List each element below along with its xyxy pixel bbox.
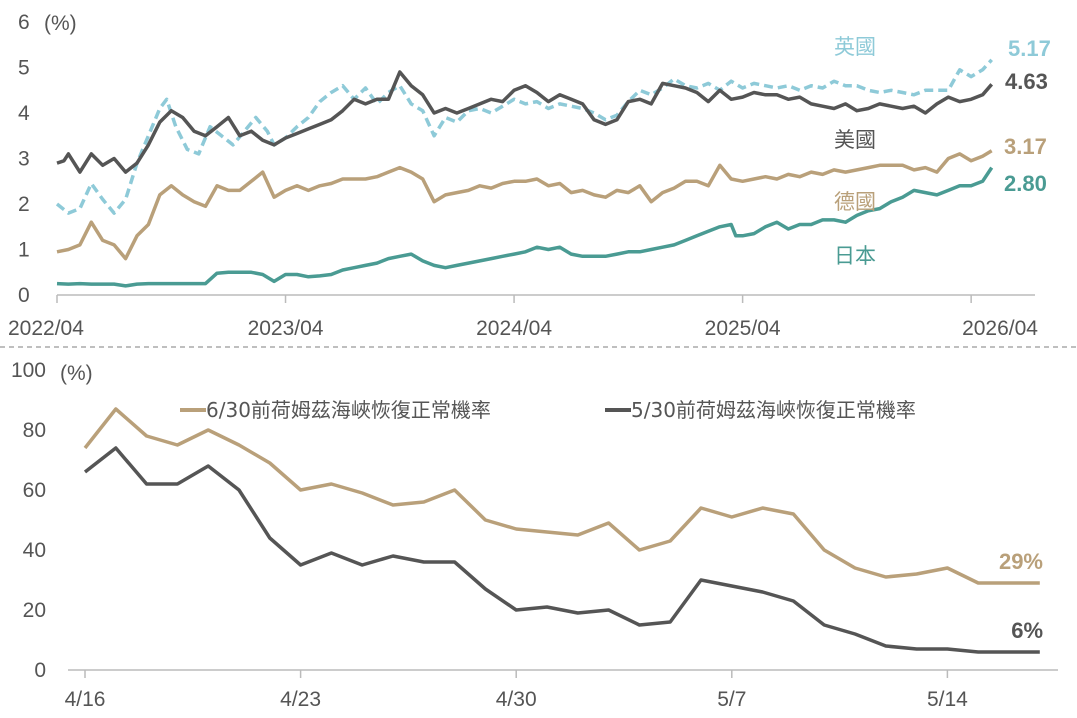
bottom-end-labels: 29% 6% <box>999 549 1043 643</box>
top-series-name-3: 日本 <box>834 244 876 268</box>
bottom-y-tick-60: 60 <box>23 479 46 502</box>
bottom-series-line-0 <box>83 407 1040 585</box>
top-y-tick-5: 5 <box>18 57 30 80</box>
top-x-tick-2024-04: 2024/04 <box>476 317 552 340</box>
top-end-label-0: 5.17 <box>1008 36 1051 61</box>
bottom-x-tick-5-7: 5/7 <box>717 688 746 711</box>
bottom-x-tick-4-30: 4/30 <box>496 688 537 711</box>
bottom-x-tick-5-14: 5/14 <box>927 688 968 711</box>
top-y-axis-ticks: 0 1 2 3 4 5 6 <box>18 11 30 307</box>
bottom-y-tick-100: 100 <box>11 359 46 382</box>
top-y-tick-4: 4 <box>18 102 30 125</box>
top-x-tick-2022-04: 2022/04 <box>8 317 84 340</box>
top-unit-label: (%) <box>44 12 77 35</box>
top-x-tick-2023-04: 2023/04 <box>248 317 324 340</box>
bottom-y-axis-ticks: 0 20 40 60 80 100 <box>11 359 46 682</box>
top-end-label-1: 4.63 <box>1005 69 1048 94</box>
probability-chart: (%) 0 20 40 60 80 100 4/16 4/23 4/30 5/7 5/14 6/3… <box>11 359 1058 711</box>
top-series-name-2: 德國 <box>834 190 876 214</box>
top-end-label-3: 2.80 <box>1004 171 1047 196</box>
bottom-x-tick-4-23: 4/23 <box>280 688 321 711</box>
top-x-tick-2025-04: 2025/04 <box>705 317 781 340</box>
top-x-tick-2026-04: 2026/04 <box>962 317 1038 340</box>
top-series-line-0 <box>55 58 993 215</box>
bottom-unit-label: (%) <box>60 362 93 385</box>
top-series-name-1: 美國 <box>834 128 876 152</box>
top-end-label-2: 3.17 <box>1004 134 1047 159</box>
bottom-series-line-1 <box>83 446 1040 654</box>
top-x-axis-ticks: 2022/04 2023/04 2024/04 2025/04 2026/04 <box>8 295 1038 340</box>
top-y-tick-6: 6 <box>18 11 30 34</box>
bottom-x-axis-ticks: 4/16 4/23 4/30 5/7 5/14 <box>65 670 968 711</box>
top-series-line-1 <box>56 70 994 174</box>
top-series-line-2 <box>56 149 993 261</box>
top-series-name-0: 英國 <box>834 35 876 59</box>
bottom-y-tick-20: 20 <box>23 599 46 622</box>
bottom-end-label-0: 29% <box>999 549 1043 574</box>
bottom-end-label-1: 6% <box>1011 618 1043 643</box>
bottom-y-tick-80: 80 <box>23 419 46 442</box>
legend-label-0: 6/30前荷姆茲海峽恢復正常機率 <box>206 398 491 422</box>
top-series-line-3 <box>56 166 994 288</box>
top-series-lines <box>55 58 994 288</box>
top-y-tick-3: 3 <box>18 148 30 171</box>
top-y-tick-0: 0 <box>18 284 30 307</box>
bottom-legend: 6/30前荷姆茲海峽恢復正常機率 5/30前荷姆茲海峽恢復正常機率 <box>180 398 916 422</box>
bottom-y-tick-40: 40 <box>23 539 46 562</box>
top-y-tick-1: 1 <box>18 239 30 262</box>
top-y-tick-2: 2 <box>18 193 30 216</box>
legend-label-1: 5/30前荷姆茲海峽恢復正常機率 <box>631 398 916 422</box>
bottom-x-tick-4-16: 4/16 <box>65 688 106 711</box>
bottom-y-tick-0: 0 <box>34 659 46 682</box>
bond-yield-chart: (%) 0 1 2 3 4 5 6 2022/04 2023/04 2024/04 2025/04… <box>8 11 1051 340</box>
bottom-series-lines <box>83 407 1040 654</box>
